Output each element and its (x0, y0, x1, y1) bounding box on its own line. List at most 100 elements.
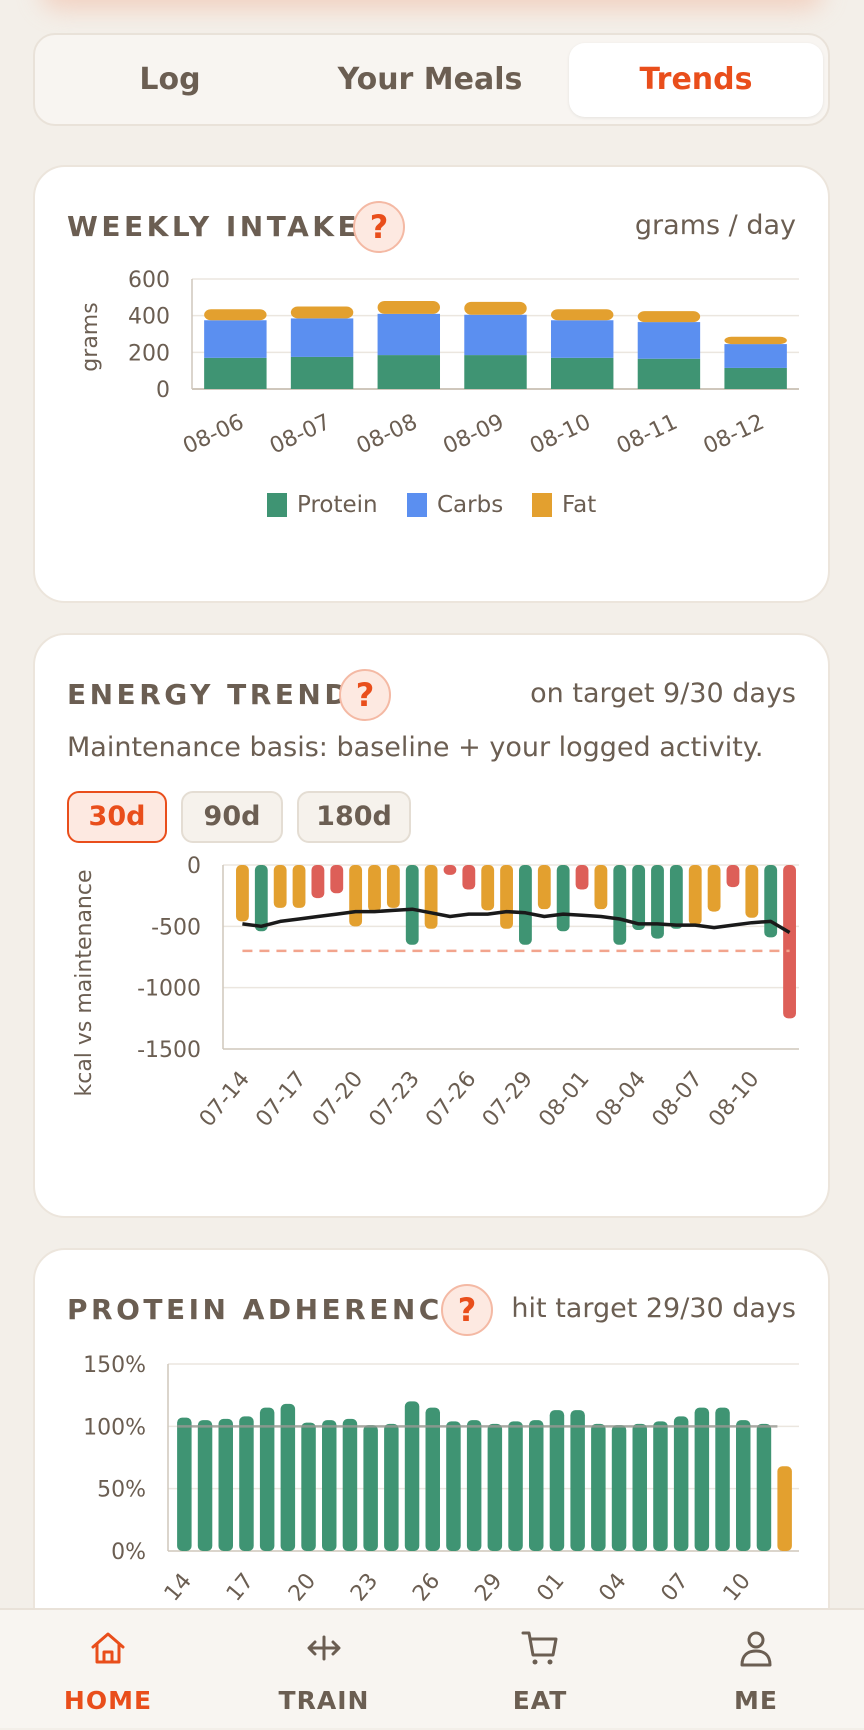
legend-swatch-carbs (407, 493, 427, 517)
energy-bar (462, 865, 476, 890)
weekly-bar-protein (377, 355, 441, 389)
protein-bar (259, 1407, 275, 1551)
energy-help-button[interactable]: ? (339, 669, 391, 721)
legend-swatch-fat (532, 493, 552, 517)
protein-xtick: 26 (408, 1569, 445, 1607)
energy-bar (651, 865, 664, 939)
protein-xtick: 29 (470, 1569, 507, 1607)
nav-train-label: TRAIN (278, 1686, 370, 1715)
tab-your-meals[interactable]: Your Meals (337, 62, 523, 97)
weekly-bar-carbs (724, 344, 787, 368)
protein-xtick: 14 (160, 1569, 197, 1607)
range-30d-button[interactable]: 30d (67, 791, 167, 843)
weekly-intake-chart: grams 0 200 400 600 08-06 08-07 08-08 08-09 08-… (78, 268, 799, 518)
weekly-bar-protein (464, 355, 527, 389)
protein-bar (425, 1407, 440, 1551)
protein-bar (404, 1401, 420, 1551)
protein-adherence-chart: 0% 50% 100% 150% 14 17 20 23 26 29 01 04 07 10 (83, 1353, 799, 1606)
energy-bar (330, 865, 344, 894)
protein-hit-target: hit target 29/30 days (511, 1293, 796, 1324)
energy-bar (424, 865, 438, 929)
protein-xtick: 10 (719, 1569, 756, 1607)
weekly-bar-fat (377, 301, 441, 314)
energy-bar (707, 865, 721, 912)
protein-ytick: 150% (83, 1353, 146, 1378)
weekly-bar-fat (290, 306, 354, 319)
range-90d-button[interactable]: 90d (181, 791, 283, 843)
nav-home[interactable]: HOME (0, 1610, 216, 1730)
energy-bar (613, 865, 627, 945)
energy-bar (236, 865, 249, 922)
energy-bar (254, 865, 268, 932)
weekly-xtick: 08-09 (440, 410, 509, 460)
protein-bar (673, 1416, 689, 1551)
nav-eat-label: EAT (512, 1686, 568, 1715)
protein-xtick: 07 (657, 1569, 694, 1607)
energy-bar (368, 865, 381, 912)
weekly-bar-fat (724, 336, 787, 345)
protein-bar (239, 1416, 254, 1551)
energy-trend-chart: kcal vs maintenance 0 -500 -1000 -1500 07-1… (72, 854, 799, 1132)
energy-subtitle: Maintenance basis: baseline + your logge… (67, 732, 764, 763)
energy-bar (537, 865, 551, 910)
nav-me-label: ME (734, 1686, 778, 1715)
protein-xtick: 23 (346, 1569, 383, 1607)
nav-train[interactable]: TRAIN (216, 1610, 432, 1730)
weekly-intake-card: WEEKLY INTAKE ? grams / day grams 0 200 40… (33, 165, 830, 603)
energy-on-target: on target 9/30 days (530, 678, 796, 709)
energy-bar (273, 865, 287, 908)
protein-bar (736, 1420, 751, 1551)
nav-eat[interactable]: EAT (432, 1610, 648, 1730)
protein-bar (363, 1425, 378, 1551)
energy-xtick: 07-26 (421, 1067, 481, 1132)
energy-bar (764, 865, 778, 938)
range-180d-button[interactable]: 180d (297, 791, 411, 843)
energy-xtick: 07-20 (308, 1067, 368, 1132)
energy-bar (349, 865, 363, 927)
weekly-legend: Protein Carbs Fat (267, 492, 596, 518)
protein-bar (342, 1418, 358, 1551)
protein-adherence-title: PROTEIN ADHERENCE (67, 1293, 466, 1326)
weekly-ytick: 400 (128, 305, 170, 330)
weekly-xtick: 08-07 (266, 410, 335, 460)
weekly-xtick: 08-10 (526, 410, 595, 460)
protein-bar (322, 1420, 337, 1551)
nav-me[interactable]: ME (648, 1610, 864, 1730)
protein-help-button[interactable]: ? (441, 1284, 493, 1336)
train-icon (307, 1635, 341, 1661)
weekly-intake-title: WEEKLY INTAKE (67, 210, 361, 243)
energy-bar (519, 865, 532, 945)
weekly-bar-protein (637, 358, 701, 389)
legend-carbs: Carbs (437, 492, 503, 518)
weekly-bar-carbs (464, 314, 527, 356)
tab-trends[interactable]: Trends (569, 43, 823, 117)
protein-ytick: 100% (83, 1415, 146, 1440)
protein-bar (756, 1423, 772, 1551)
protein-bar (384, 1423, 399, 1551)
weekly-bar-carbs (377, 313, 441, 356)
energy-trend-line (242, 907, 791, 935)
tab-log[interactable]: Log (139, 62, 201, 97)
protein-bar (218, 1418, 233, 1551)
energy-bar (386, 865, 400, 908)
energy-xtick: 08-01 (534, 1067, 594, 1132)
bottom-nav: HOME TRAIN EAT ME (0, 1608, 864, 1728)
protein-bar (446, 1421, 461, 1551)
energy-bar (311, 865, 325, 899)
protein-bar (570, 1410, 585, 1551)
weekly-bar-protein (724, 367, 787, 389)
user-icon (740, 1631, 772, 1667)
protein-bar (301, 1422, 316, 1551)
energy-xtick: 08-10 (704, 1067, 764, 1132)
weekly-xtick: 08-11 (613, 410, 682, 460)
weekly-ytick: 200 (128, 341, 170, 366)
energy-ytick: -1500 (137, 1038, 201, 1063)
protein-bar (466, 1420, 482, 1551)
weekly-bar-fat (637, 311, 701, 323)
energy-bar (556, 865, 570, 932)
weekly-bar-carbs (637, 322, 701, 359)
weekly-help-button[interactable]: ? (353, 201, 405, 253)
protein-bar (715, 1407, 730, 1551)
protein-bar (591, 1423, 606, 1551)
weekly-xtick: 08-12 (700, 410, 769, 460)
